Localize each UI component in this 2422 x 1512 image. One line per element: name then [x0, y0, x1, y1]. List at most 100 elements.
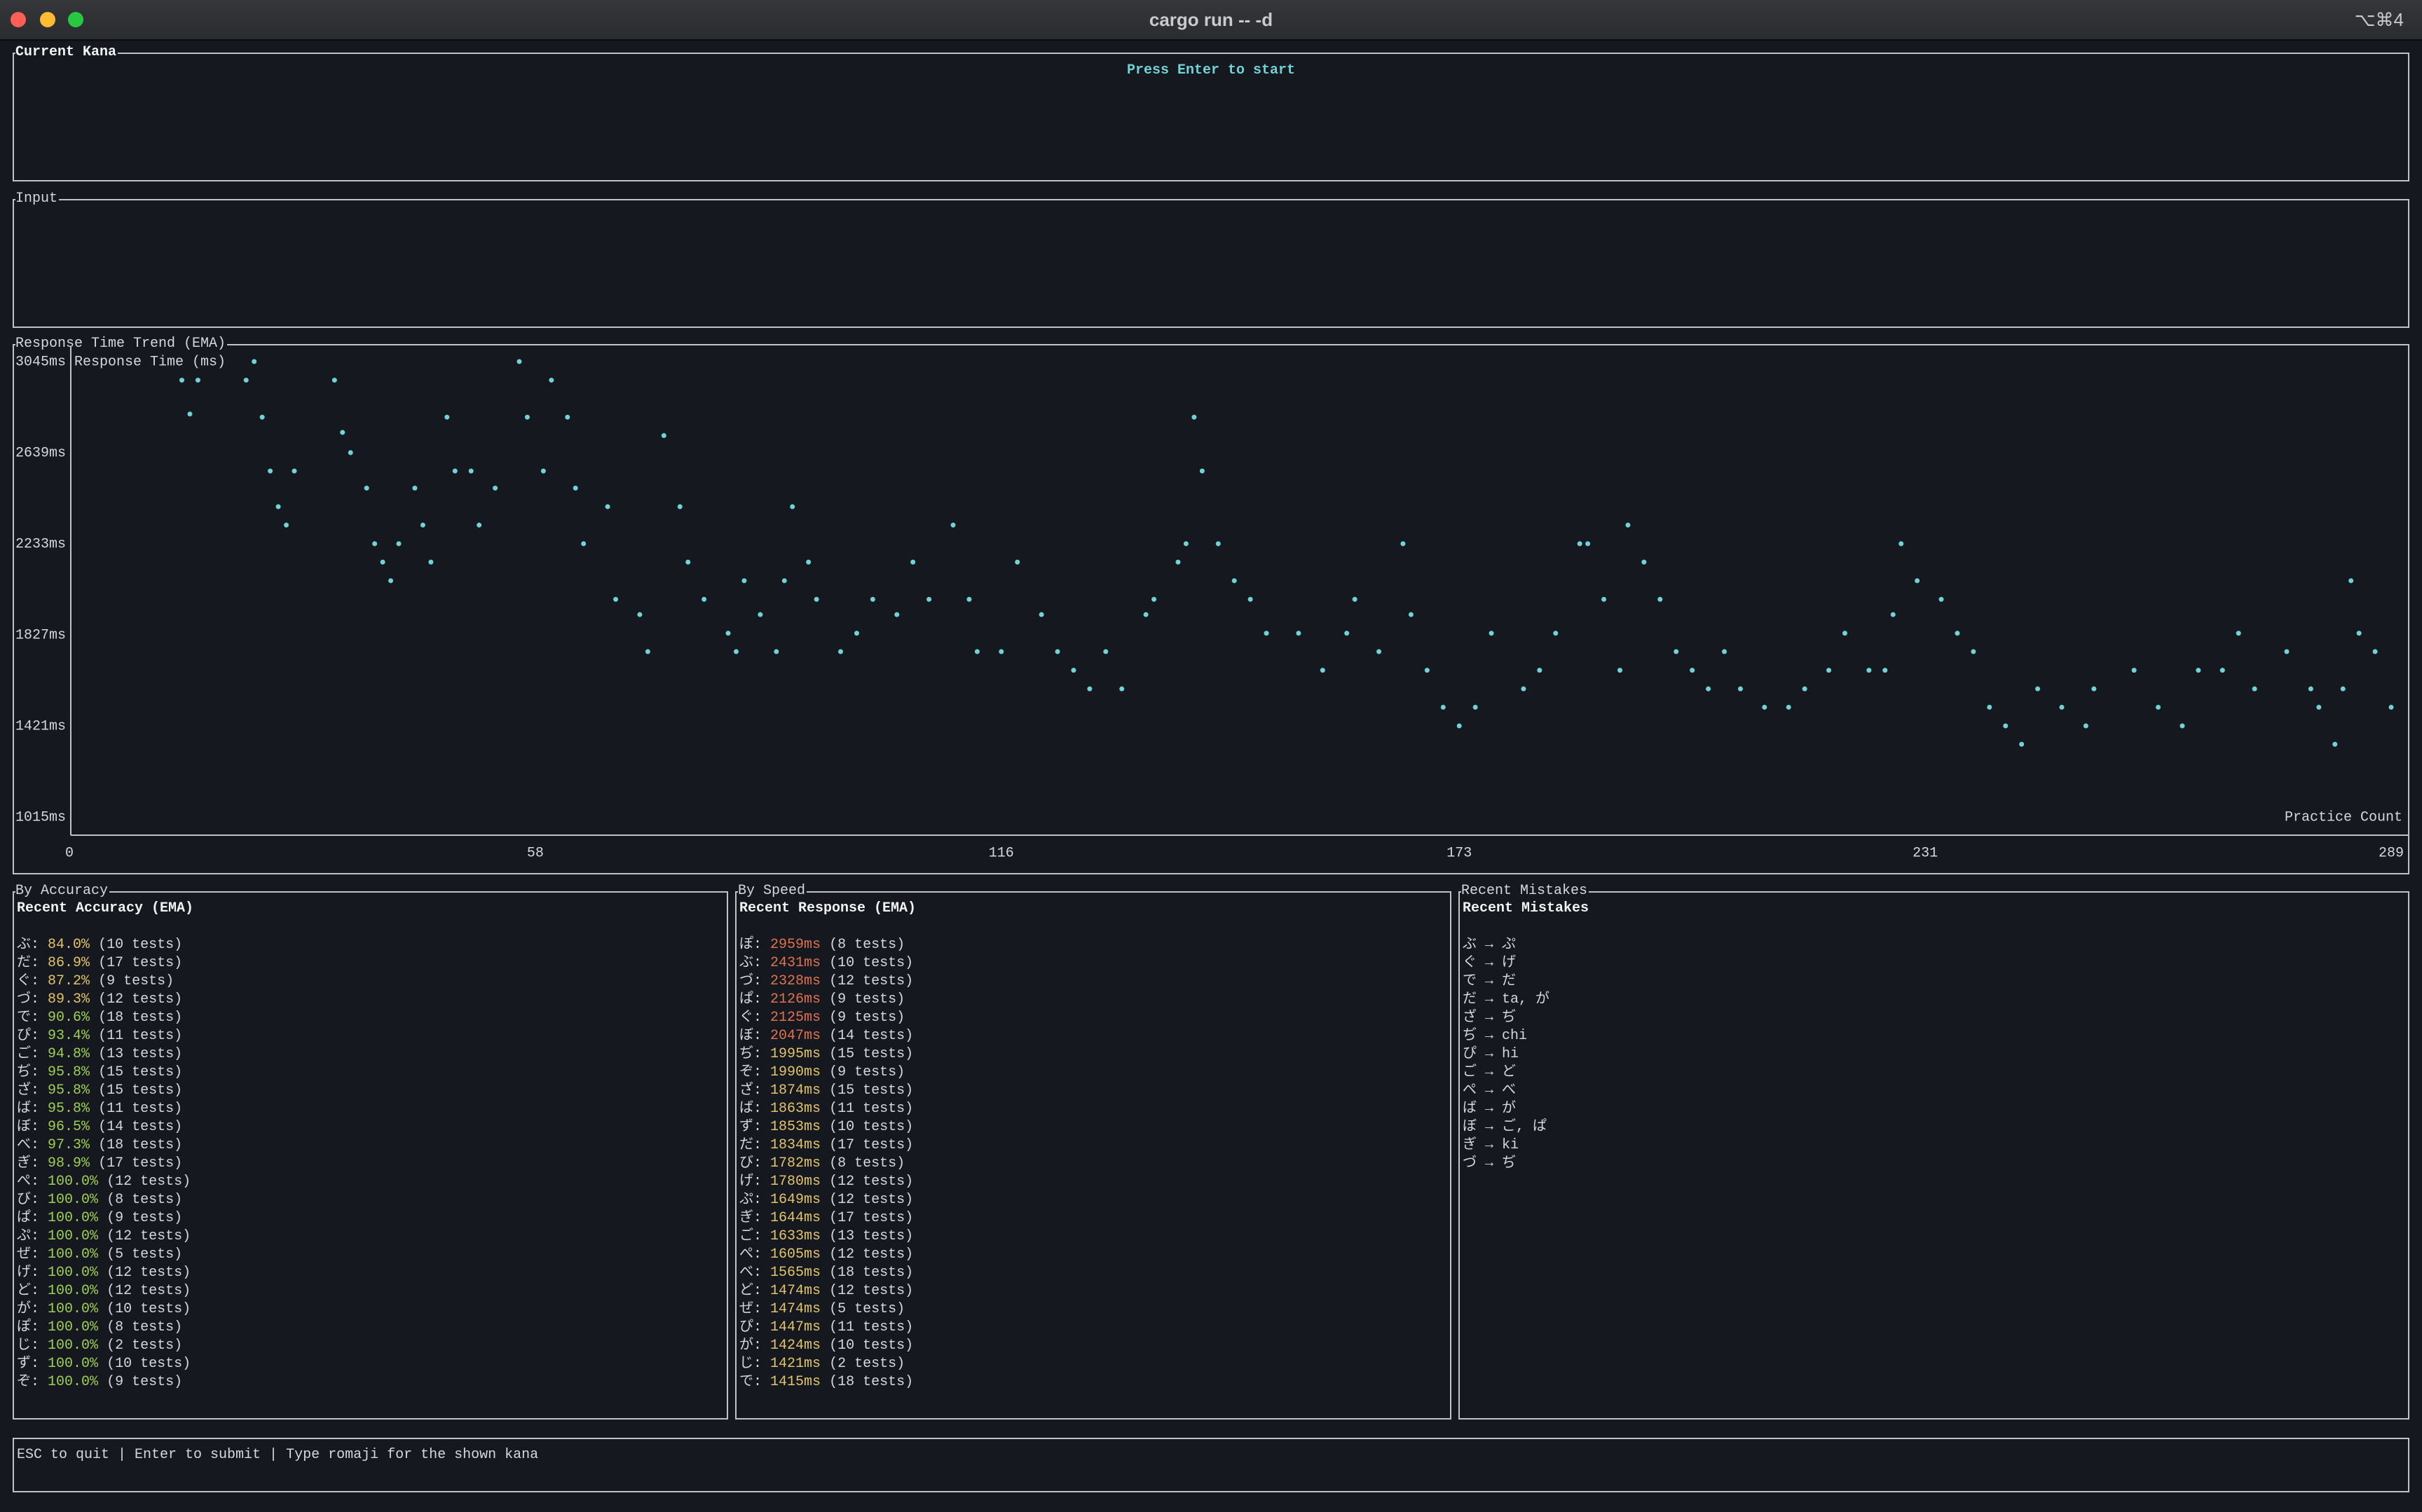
data-point [774, 649, 779, 654]
data-point [252, 359, 257, 364]
mistake-row: ご → ど [1463, 1064, 1517, 1080]
stat-value: 94.8% [48, 1046, 90, 1062]
stat-value: 1990ms [770, 1064, 821, 1080]
data-point [1015, 559, 1020, 565]
test-count: (18 tests) [829, 1265, 914, 1281]
mistake-row: ぢ → chi [1463, 1028, 1528, 1044]
data-point [637, 612, 643, 617]
stat-value: 90.6% [48, 1010, 90, 1026]
data-point [2019, 741, 2025, 747]
stat-value: 100.0% [48, 1374, 99, 1390]
minimize-button[interactable] [40, 12, 55, 27]
stat-value: 100.0% [48, 1301, 99, 1317]
stat-row: ぼ: 96.5% (14 tests) [17, 1118, 191, 1136]
kana-label: ぐ: [739, 1010, 762, 1026]
stat-value: 100.0% [48, 1246, 99, 1263]
stat-row: ぜ: 100.0% (5 tests) [17, 1246, 191, 1264]
footer-panel: ESC to quit | Enter to submit | Type rom… [13, 1438, 2409, 1492]
stat-value: 2047ms [770, 1028, 821, 1044]
stat-row: ぎ: 1644ms (17 tests) [739, 1209, 922, 1228]
data-point [444, 414, 450, 420]
stat-row: づ: 89.3% (12 tests) [17, 991, 191, 1009]
panel-title: Current Kana [15, 44, 118, 61]
kana-label: じ: [739, 1356, 762, 1372]
kana-label: げ: [739, 1174, 762, 1190]
data-point [2252, 686, 2257, 692]
data-point [1898, 541, 1904, 547]
data-point [1440, 704, 1446, 710]
data-point [1175, 559, 1181, 565]
list-heading: Recent Mistakes [1463, 900, 1589, 916]
data-point [2340, 686, 2346, 692]
data-point [1786, 704, 1791, 710]
mistake-row: づ → ぢ [1463, 1155, 1517, 1171]
input-panel[interactable]: Input [13, 191, 2409, 328]
stat-value: 95.8% [48, 1101, 90, 1117]
test-count: (13 tests) [98, 1046, 183, 1062]
data-point [259, 414, 265, 420]
data-point [1400, 541, 1406, 547]
mistake-row: で → だ [1463, 973, 1517, 989]
data-point [524, 414, 530, 420]
kana-label: ぼ: [739, 1028, 762, 1044]
speed-panel: By Speed Recent Response (EMA) ぽ: 2959ms … [735, 883, 1451, 1420]
test-count: (12 tests) [107, 1265, 191, 1281]
kana-label: ぺ: [739, 1246, 762, 1263]
kana-label: ぎ: [17, 1155, 40, 1171]
data-point [870, 596, 875, 602]
data-point [1842, 631, 1847, 636]
data-point [396, 541, 402, 547]
stat-row: じ: 100.0% (2 tests) [17, 1337, 191, 1355]
kana-label: げ: [17, 1265, 40, 1281]
stat-value: 1853ms [770, 1119, 821, 1135]
stat-row: げ: 100.0% (12 tests) [17, 1264, 199, 1282]
data-point [372, 541, 378, 547]
stat-row: ぱ: 2126ms (9 tests) [739, 991, 913, 1009]
test-count: (17 tests) [829, 1210, 914, 1226]
data-point [725, 631, 731, 636]
test-count: (10 tests) [829, 1119, 914, 1135]
data-point [331, 378, 337, 383]
data-point [1537, 668, 1542, 673]
kana-label: ぜ: [17, 1246, 40, 1263]
data-point [1143, 612, 1149, 617]
data-point [493, 486, 498, 491]
data-point [292, 468, 297, 474]
test-count: (9 tests) [829, 991, 905, 1008]
stat-value: 95.8% [48, 1083, 90, 1099]
data-point [1971, 649, 1976, 654]
stat-value: 1780ms [770, 1174, 821, 1190]
test-count: (18 tests) [98, 1137, 183, 1153]
test-count: (14 tests) [829, 1028, 914, 1044]
data-point [1472, 704, 1478, 710]
stat-value: 95.8% [48, 1064, 90, 1080]
stat-value: 2125ms [770, 1010, 821, 1026]
stat-row: び: 1782ms (8 tests) [739, 1155, 913, 1173]
stat-value: 100.0% [48, 1319, 99, 1335]
zoom-button[interactable] [68, 12, 83, 27]
chart-panel: Response Time Trend (EMA) [13, 336, 2409, 874]
data-point [348, 450, 353, 455]
test-count: (15 tests) [98, 1064, 183, 1080]
stat-value: 2959ms [770, 937, 821, 953]
panel-title: Input [15, 191, 60, 207]
data-point [1151, 596, 1157, 602]
data-point [2059, 704, 2065, 710]
data-point [1456, 723, 1462, 729]
test-count: (5 tests) [829, 1301, 905, 1317]
close-button[interactable] [11, 12, 26, 27]
data-point [1601, 596, 1607, 602]
test-count: (10 tests) [829, 955, 914, 971]
data-point [1737, 686, 1743, 692]
data-point [268, 468, 273, 474]
stat-value: 2126ms [770, 991, 821, 1008]
data-point [284, 522, 289, 528]
stat-row: ご: 1633ms (13 tests) [739, 1228, 922, 1246]
window-shortcut: ⌥⌘4 [2354, 9, 2404, 30]
data-point [2083, 723, 2088, 729]
data-point [926, 596, 932, 602]
data-point [2308, 686, 2313, 692]
kana-label: ぱ: [17, 1210, 40, 1226]
data-point [2131, 668, 2137, 673]
kana-label: ぼ: [17, 1119, 40, 1135]
